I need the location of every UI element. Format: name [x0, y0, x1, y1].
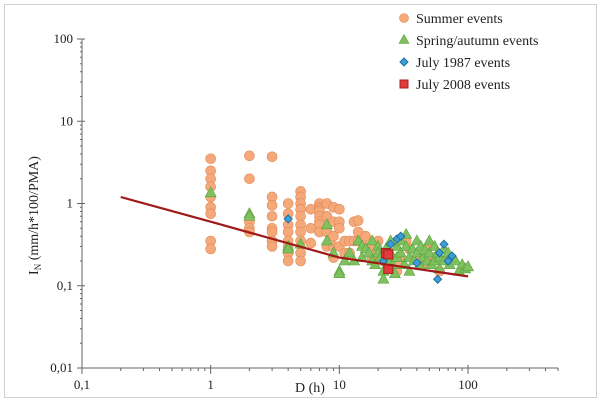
series-summer-event-point: [205, 150, 454, 277]
spring-autumn-event-point: [243, 209, 256, 221]
summer-event-point: [334, 222, 345, 234]
legend-marker-july-1987-event-point: [399, 57, 409, 67]
y-axis-title-subscript: N: [33, 263, 43, 270]
summer-event-point: [352, 215, 364, 226]
x-tick-label: 100: [458, 377, 478, 392]
legend: Summer events Spring/autumn events July 19…: [398, 12, 539, 93]
spring-autumn-event-point: [462, 260, 475, 272]
x-axis-title: D (h): [295, 381, 325, 396]
trendline: [120, 195, 469, 278]
spring-autumn-event-point: [423, 246, 436, 258]
july-1987-event-point: [412, 258, 422, 268]
summer-event-point: [205, 243, 216, 255]
spring-autumn-event-point: [377, 272, 390, 284]
summer-event-point: [334, 204, 345, 215]
spring-autumn-event-point: [333, 267, 346, 279]
y-tick-label: 1: [67, 196, 74, 211]
summer-event-point: [295, 226, 306, 238]
x-tick-label: 0,1: [74, 377, 90, 392]
spring-autumn-event-point: [366, 234, 379, 246]
series-july-1987-event-point: [283, 214, 457, 284]
legend-label: July 1987 events: [416, 56, 510, 71]
summer-event-point: [282, 255, 294, 267]
y-tick-label: 0,01: [50, 360, 73, 375]
spring-autumn-event-point: [338, 254, 351, 266]
summer-event-point: [266, 210, 278, 222]
summer-event-point: [244, 150, 255, 162]
spring-autumn-event-point: [320, 218, 333, 230]
y-tick-label: 10: [60, 113, 73, 128]
spring-autumn-event-point: [282, 242, 295, 254]
spring-autumn-event-point: [394, 246, 407, 258]
summer-event-point: [282, 198, 294, 209]
data-points: [204, 150, 475, 284]
spring-autumn-event-point: [320, 234, 333, 246]
y-axis-title: IN (mm/h*100/PMA): [27, 156, 43, 275]
july-1987-event-point: [447, 251, 457, 261]
summer-event-point: [295, 255, 306, 267]
spring-autumn-event-point: [363, 246, 376, 258]
spring-autumn-event-point: [204, 186, 217, 198]
legend-label: Summer events: [416, 12, 503, 27]
y-tick-label: 100: [54, 31, 74, 46]
legend-marker-spring-autumn-event-point: [398, 33, 410, 44]
july-1987-event-point: [439, 239, 449, 249]
summer-event-point: [266, 151, 278, 163]
spring-autumn-event-point: [423, 234, 436, 246]
july-1987-event-point: [396, 231, 406, 241]
trendline-group: [120, 195, 469, 278]
summer-event-point: [205, 208, 216, 220]
spring-autumn-event-point: [400, 239, 413, 251]
legend-marker-july-2008-event-point: [399, 79, 409, 89]
legend-marker-summer-event-point: [399, 13, 409, 23]
legend-label: Spring/autumn events: [416, 34, 539, 49]
spring-autumn-event-point: [449, 254, 462, 266]
spring-autumn-event-point: [390, 239, 403, 251]
july-2008-event-point: [383, 249, 394, 260]
july-1987-event-point: [283, 214, 293, 224]
x-tick-label: 10: [333, 377, 346, 392]
summer-event-point: [205, 153, 216, 165]
spring-autumn-event-point: [403, 264, 416, 276]
july-1987-event-point: [434, 248, 445, 258]
y-axis-title-rest: (mm/h*100/PMA): [27, 156, 42, 264]
x-tick-label: 1: [207, 377, 214, 392]
y-tick-label: 0,1: [57, 278, 73, 293]
y-axis-title-main: I: [27, 270, 42, 275]
summer-event-point: [244, 173, 255, 185]
july-1987-event-point: [432, 274, 443, 284]
summer-event-point: [282, 226, 294, 238]
summer-event-point: [266, 200, 278, 211]
axis-titles: D (h) IN (mm/h*100/PMA): [27, 156, 325, 396]
summer-event-point: [360, 230, 371, 242]
summer-event-point: [266, 241, 278, 252]
july-1987-event-point: [443, 256, 453, 266]
legend-label: July 2008 events: [416, 78, 510, 93]
spring-autumn-event-point: [343, 246, 356, 258]
summer-event-point: [266, 226, 278, 238]
summer-event-point: [305, 237, 317, 249]
